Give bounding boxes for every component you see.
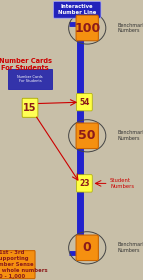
FancyBboxPatch shape xyxy=(53,1,101,18)
FancyBboxPatch shape xyxy=(0,251,35,279)
Text: 0: 0 xyxy=(83,241,92,254)
Text: Benchmark
Numbers: Benchmark Numbers xyxy=(117,23,143,33)
FancyBboxPatch shape xyxy=(76,123,98,148)
FancyBboxPatch shape xyxy=(8,69,52,89)
Text: 100: 100 xyxy=(74,22,100,34)
Text: Interactive
Number Line: Interactive Number Line xyxy=(58,4,96,15)
Text: Student
Numbers: Student Numbers xyxy=(110,178,134,189)
Text: Benchmark
Numbers: Benchmark Numbers xyxy=(117,130,143,141)
Text: 1st - 3rd
Supporting
Number Sense
through whole numbers
0 - 1,000: 1st - 3rd Supporting Number Sense throug… xyxy=(0,251,48,279)
Text: 23: 23 xyxy=(79,179,90,188)
FancyBboxPatch shape xyxy=(77,175,92,192)
FancyBboxPatch shape xyxy=(76,15,98,41)
Text: 50: 50 xyxy=(79,129,96,142)
Text: Number Cards
For Students: Number Cards For Students xyxy=(17,75,43,83)
FancyBboxPatch shape xyxy=(76,235,98,260)
FancyBboxPatch shape xyxy=(22,98,38,117)
Text: Benchmark
Numbers: Benchmark Numbers xyxy=(117,242,143,253)
FancyBboxPatch shape xyxy=(77,94,92,111)
Text: 15: 15 xyxy=(23,103,37,113)
Text: 54: 54 xyxy=(79,98,90,107)
Text: Number Cards
For Students: Number Cards For Students xyxy=(0,59,51,71)
